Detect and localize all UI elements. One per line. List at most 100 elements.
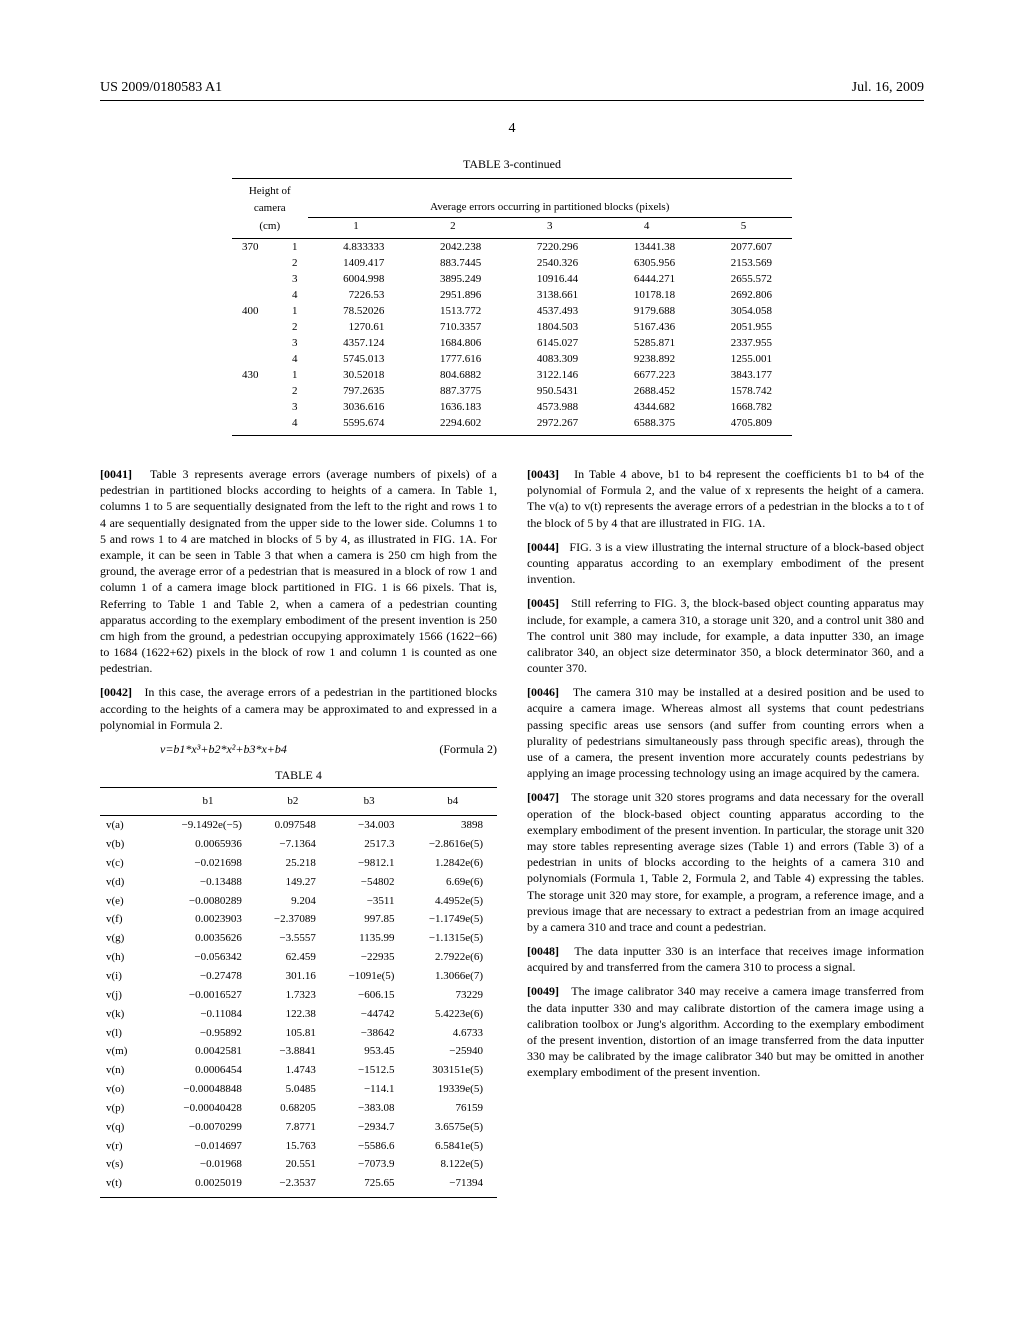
table-row: v(h)−0.05634262.459−229352.7922e(6): [100, 948, 497, 967]
table3-sub-cell: 1: [282, 367, 308, 383]
table3-cell: 10916.44: [501, 271, 598, 287]
para-46: [0046] The camera 310 may be installed a…: [527, 684, 924, 781]
table3-cell: 6004.998: [308, 271, 405, 287]
table3-cell: 4573.988: [501, 399, 598, 415]
table4-cell: 3898: [408, 816, 497, 835]
para-44-text: FIG. 3 is a view illustrating the intern…: [527, 540, 924, 586]
table4-cell: −0.01968: [160, 1155, 256, 1174]
table4-cell: −0.00048848: [160, 1080, 256, 1099]
table4-cell: 2517.3: [330, 835, 409, 854]
table3-cell: 883.7445: [404, 255, 501, 271]
table4-cell: −1512.5: [330, 1061, 409, 1080]
table3-cell: 5595.674: [308, 415, 405, 436]
table3-height-cell: [232, 415, 282, 436]
table4-cell: −2.3537: [256, 1174, 330, 1197]
table4-cell: −0.95892: [160, 1024, 256, 1043]
table3: Height of camera Average errors occurrin…: [232, 178, 792, 436]
para-48-num: [0048]: [527, 944, 559, 958]
table-row: v(k)−0.11084122.38−447425.4223e(6): [100, 1005, 497, 1024]
table4-cell: −0.0016527: [160, 986, 256, 1005]
para-44-num: [0044]: [527, 540, 559, 554]
table4-col-3: b3: [330, 788, 409, 816]
para-47: [0047] The storage unit 320 stores progr…: [527, 789, 924, 935]
table4-cell: −2.37089: [256, 910, 330, 929]
table3-cell: 797.2635: [308, 383, 405, 399]
table4-cell: −2934.7: [330, 1118, 409, 1137]
table4-cell: 122.38: [256, 1005, 330, 1024]
table3-height-cell: [232, 335, 282, 351]
table4-cell: v(e): [100, 892, 160, 911]
table4-cell: −9.1492e(−5): [160, 816, 256, 835]
table4-cell: 4.4952e(5): [408, 892, 497, 911]
table4-cell: 997.85: [330, 910, 409, 929]
left-column: [0041] Table 3 represents average errors…: [100, 466, 497, 1198]
table4-cell: 1.3066e(7): [408, 967, 497, 986]
table4-cell: −114.1: [330, 1080, 409, 1099]
table3-cell: 5285.871: [598, 335, 695, 351]
table3-cell: 10178.18: [598, 287, 695, 303]
two-column-layout: [0041] Table 3 represents average errors…: [100, 466, 924, 1198]
para-43-text: In Table 4 above, b1 to b4 represent the…: [527, 467, 924, 530]
table3-sub-cell: 2: [282, 319, 308, 335]
table-row: 36004.9983895.24910916.446444.2712655.57…: [232, 271, 792, 287]
table3-sub-cell: 4: [282, 415, 308, 436]
table4-cell: −0.13488: [160, 873, 256, 892]
table3-col-2: 2: [404, 218, 501, 239]
table-row: v(j)−0.00165271.7323−606.1573229: [100, 986, 497, 1005]
table4-cell: v(n): [100, 1061, 160, 1080]
table3-cell: 2051.955: [695, 319, 792, 335]
table-row: v(g)0.0035626−3.55571135.99−1.1315e(5): [100, 929, 497, 948]
formula-2: v=b1*x³+b2*x²+b3*x+b4 (Formula 2): [100, 741, 497, 757]
table4-cell: 0.0025019: [160, 1174, 256, 1197]
table-row: 430130.52018804.68823122.1466677.2233843…: [232, 367, 792, 383]
table3-cell: 4357.124: [308, 335, 405, 351]
table4-cell: −22935: [330, 948, 409, 967]
table-row: v(s)−0.0196820.551−7073.98.122e(5): [100, 1155, 497, 1174]
table4: b1 b2 b3 b4 v(a)−9.1492e(−5)0.097548−34.…: [100, 787, 497, 1198]
table4-col-0: [100, 788, 160, 816]
table4-cell: v(s): [100, 1155, 160, 1174]
table-row: 2797.2635887.3775950.54312688.4521578.74…: [232, 383, 792, 399]
table4-cell: 25.218: [256, 854, 330, 873]
table-row: v(b)0.0065936−7.13642517.3−2.8616e(5): [100, 835, 497, 854]
table-row: v(m)0.0042581−3.8841953.45−25940: [100, 1042, 497, 1061]
table3-height-cell: [232, 255, 282, 271]
table3-cell: 3843.177: [695, 367, 792, 383]
publication-number: US 2009/0180583 A1: [100, 80, 222, 96]
table3-cell: 887.3775: [404, 383, 501, 399]
table4-cell: −3.5557: [256, 929, 330, 948]
table4-cell: −0.27478: [160, 967, 256, 986]
table4-cell: 76159: [408, 1099, 497, 1118]
table4-cell: −71394: [408, 1174, 497, 1197]
formula-2-label: (Formula 2): [439, 741, 497, 757]
table3-cell: 3895.249: [404, 271, 501, 287]
para-48-text: The data inputter 330 is an interface th…: [527, 944, 924, 974]
table3-header-left-l1: Height of: [232, 179, 308, 200]
table3-sub-cell: 2: [282, 255, 308, 271]
table3-cell: 5167.436: [598, 319, 695, 335]
table-row: v(t)0.0025019−2.3537725.65−71394: [100, 1174, 497, 1197]
table4-cell: v(l): [100, 1024, 160, 1043]
table4-cell: −606.15: [330, 986, 409, 1005]
right-column: [0043] In Table 4 above, b1 to b4 repres…: [527, 466, 924, 1198]
table3-cell: 5745.013: [308, 351, 405, 367]
table3-cell: 4344.682: [598, 399, 695, 415]
table-row: 400178.520261513.7724537.4939179.6883054…: [232, 303, 792, 319]
table4-cell: v(p): [100, 1099, 160, 1118]
table-row: v(n)0.00064541.4743−1512.5303151e(5): [100, 1061, 497, 1080]
table-row: 45745.0131777.6164083.3099238.8921255.00…: [232, 351, 792, 367]
table3-cell: 1578.742: [695, 383, 792, 399]
table-row: v(l)−0.95892105.81−386424.6733: [100, 1024, 497, 1043]
table3-cell: 1409.417: [308, 255, 405, 271]
table4-cell: 6.69e(6): [408, 873, 497, 892]
table-row: 21270.61710.33571804.5035167.4362051.955: [232, 319, 792, 335]
page-header: US 2009/0180583 A1 Jul. 16, 2009: [100, 80, 924, 101]
table-row: v(c)−0.02169825.218−9812.11.2842e(6): [100, 854, 497, 873]
table3-cell: 1270.61: [308, 319, 405, 335]
table3-cell: 1777.616: [404, 351, 501, 367]
table4-col-4: b4: [408, 788, 497, 816]
table4-cell: −0.021698: [160, 854, 256, 873]
table4-cell: −0.00040428: [160, 1099, 256, 1118]
table4-cell: v(g): [100, 929, 160, 948]
table4-cell: −7.1364: [256, 835, 330, 854]
